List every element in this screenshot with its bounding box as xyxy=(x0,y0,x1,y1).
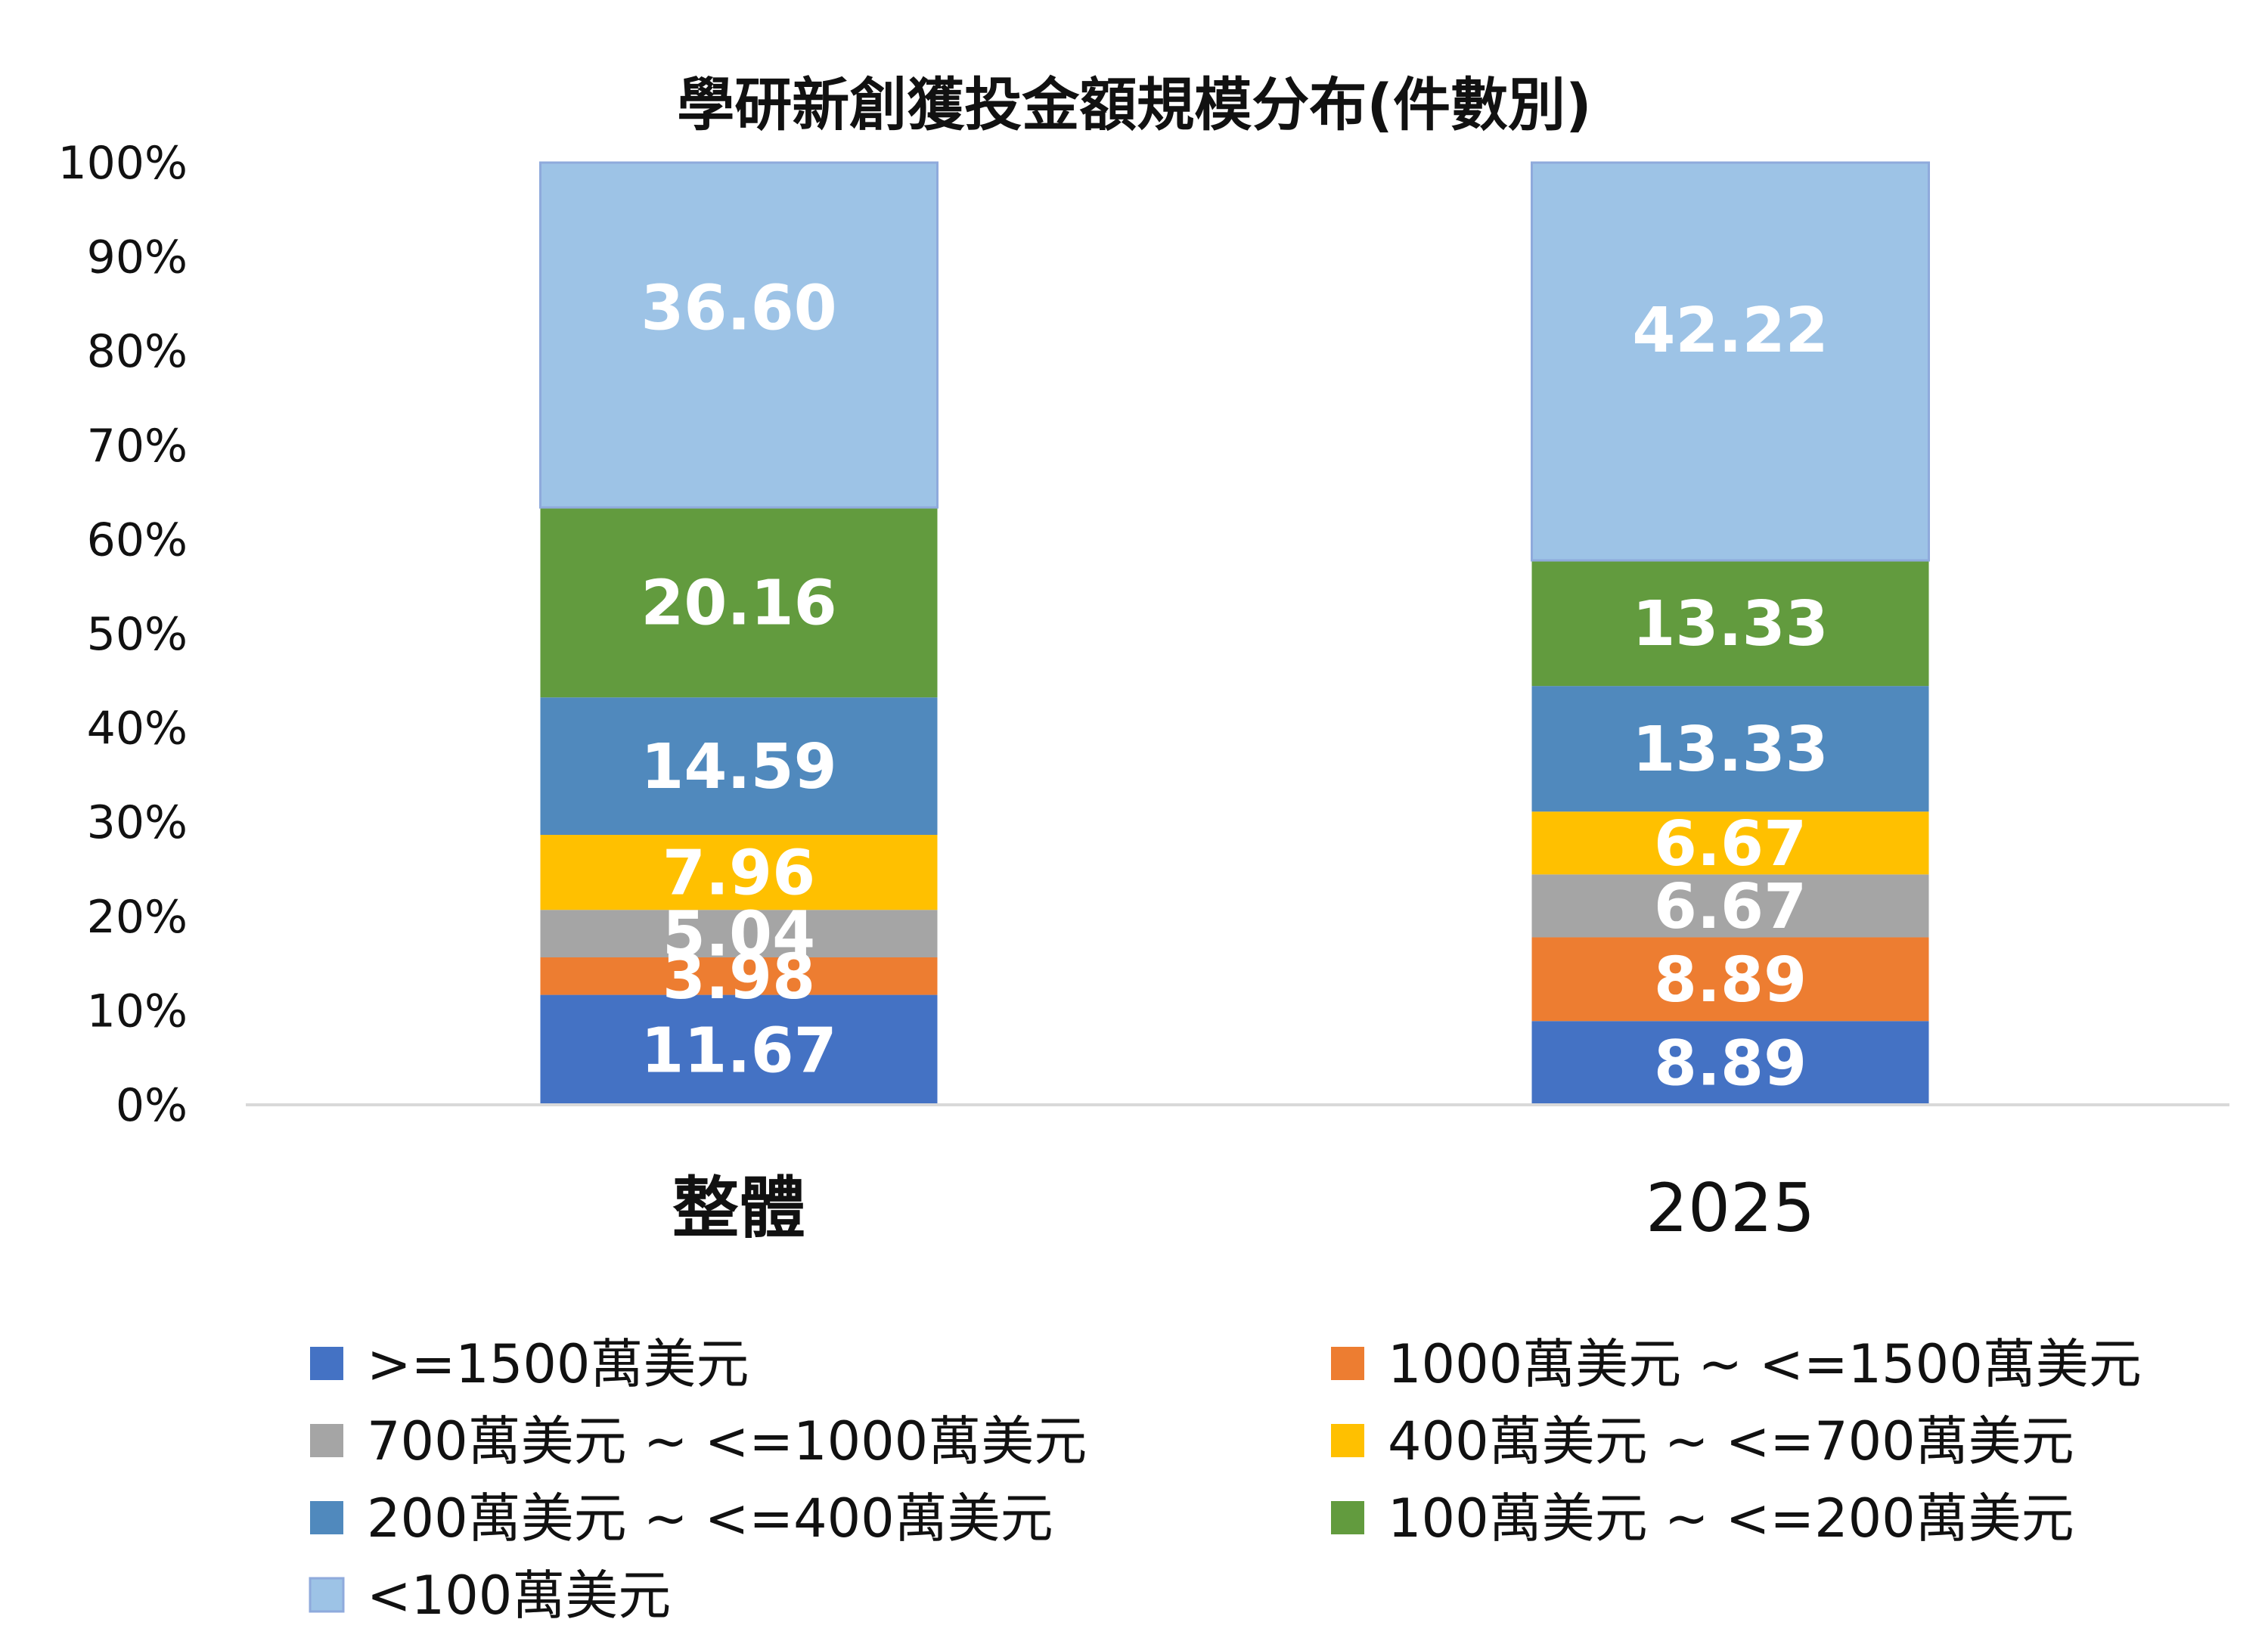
legend-item: >=1500萬美元 xyxy=(310,1333,749,1395)
x-axis: 整體 2025 xyxy=(672,1169,1815,1247)
legend-label: 700萬美元 ~ <=1000萬美元 xyxy=(367,1410,1087,1472)
legend-label: <100萬美元 xyxy=(367,1565,671,1627)
data-label: 6.67 xyxy=(1654,871,1807,943)
data-label: 6.67 xyxy=(1654,808,1807,880)
y-tick-label: 50% xyxy=(87,608,188,661)
legend-swatch xyxy=(310,1501,343,1534)
chart-title: 學研新創獲投金額規模分布(件數別) xyxy=(677,71,1591,138)
y-tick-label: 90% xyxy=(87,231,188,284)
legend-item: 100萬美元 ~ <=200萬美元 xyxy=(1331,1487,2074,1549)
legend-item: 200萬美元 ~ <=400萬美元 xyxy=(310,1487,1053,1549)
bar-segment xyxy=(540,697,938,836)
data-label: 3.98 xyxy=(662,941,815,1013)
bar-segment xyxy=(540,994,938,1105)
data-label: 42.22 xyxy=(1632,295,1828,367)
legend-swatch xyxy=(1331,1424,1364,1457)
legend: >=1500萬美元 1000萬美元 ~ <=1500萬美元 700萬美元 ~ <=1… xyxy=(309,1333,2142,1627)
y-tick-label: 20% xyxy=(87,891,188,944)
data-label: 8.89 xyxy=(1654,1028,1807,1100)
data-label: 20.16 xyxy=(641,568,836,640)
y-tick-label: 100% xyxy=(57,137,188,190)
x-tick-label: 整體 xyxy=(672,1169,805,1247)
x-tick-label: 2025 xyxy=(1646,1169,1815,1247)
y-tick-label: 10% xyxy=(87,985,188,1038)
data-label: 13.33 xyxy=(1632,588,1828,660)
legend-swatch xyxy=(310,1424,343,1457)
bar-segment xyxy=(539,161,939,509)
y-tick-label: 40% xyxy=(87,703,188,755)
bar-segment xyxy=(540,910,938,958)
data-label: 7.96 xyxy=(662,838,815,910)
legend-swatch xyxy=(310,1347,343,1380)
y-tick-label: 0% xyxy=(116,1079,188,1132)
legend-item: <100萬美元 xyxy=(309,1565,671,1627)
y-axis: 0% 10% 20% 30% 40% 50% 60% 70% 80% 90% 100% xyxy=(57,137,188,1132)
legend-label: 200萬美元 ~ <=400萬美元 xyxy=(367,1487,1053,1549)
legend-swatch xyxy=(309,1577,345,1613)
legend-swatch xyxy=(1331,1501,1364,1534)
bar-segment xyxy=(1531,874,1929,938)
legend-label: 400萬美元 ~ <=700萬美元 xyxy=(1388,1410,2074,1472)
bar-segment xyxy=(1531,560,1929,687)
data-label: 8.89 xyxy=(1654,945,1807,1016)
bar-segment xyxy=(1531,1021,1929,1105)
bar-segment xyxy=(540,957,938,995)
y-tick-label: 70% xyxy=(87,420,188,473)
legend-item: 400萬美元 ~ <=700萬美元 xyxy=(1331,1410,2074,1472)
legend-label: >=1500萬美元 xyxy=(367,1333,749,1395)
bar-segment xyxy=(1531,937,1929,1022)
bar-segment xyxy=(540,507,938,698)
bars-group: 11.673.985.047.96 14.59 20.16 36.60 8.89 8.89… xyxy=(539,161,1930,1105)
legend-label: 1000萬美元 ~ <=1500萬美元 xyxy=(1388,1333,2142,1395)
data-label: 11.67 xyxy=(641,1015,836,1087)
bar-segment xyxy=(1531,811,1929,875)
legend-swatch xyxy=(1331,1347,1364,1380)
legend-item: 700萬美元 ~ <=1000萬美元 xyxy=(310,1410,1087,1472)
bar-segment xyxy=(1531,686,1929,812)
bar-segment xyxy=(1531,161,1930,562)
data-label: 36.60 xyxy=(641,273,836,345)
data-label: 5.04 xyxy=(662,899,815,971)
legend-label: 100萬美元 ~ <=200萬美元 xyxy=(1388,1487,2074,1549)
y-tick-label: 80% xyxy=(87,325,188,378)
bar-segment xyxy=(540,835,938,910)
y-tick-label: 60% xyxy=(87,513,188,566)
y-tick-label: 30% xyxy=(87,796,188,849)
data-label: 13.33 xyxy=(1632,714,1828,786)
legend-item: 1000萬美元 ~ <=1500萬美元 xyxy=(1331,1333,2142,1395)
data-label: 14.59 xyxy=(641,731,836,803)
